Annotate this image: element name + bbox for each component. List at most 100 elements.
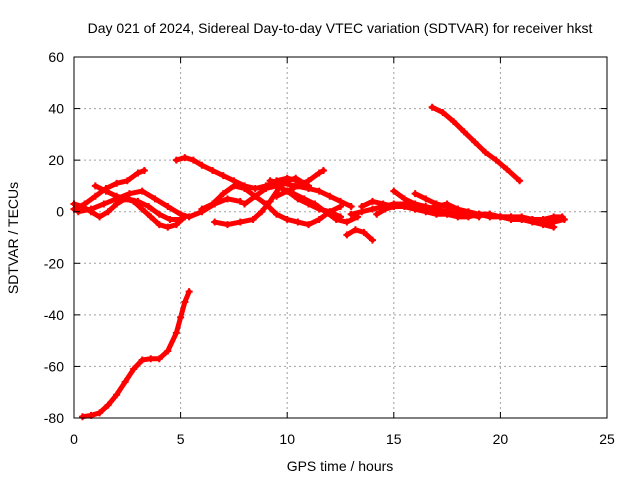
- data-point: [322, 208, 330, 216]
- x-tick-label: 10: [279, 431, 295, 447]
- data-point: [100, 200, 108, 208]
- data-point: [390, 187, 398, 195]
- data-point: [381, 205, 389, 213]
- y-tick-label: 0: [56, 204, 64, 220]
- data-point: [209, 200, 217, 208]
- data-point: [492, 156, 500, 164]
- data-point: [262, 200, 270, 208]
- x-tick-label: 15: [386, 431, 402, 447]
- data-point: [315, 215, 323, 223]
- series-arc-i: [273, 166, 327, 200]
- ticks: 0 5 10 15 20 25 -80 -60 -40 -20 0 20 40 60: [44, 49, 615, 447]
- data-point: [351, 226, 359, 234]
- data-point: [241, 200, 249, 208]
- data-point: [305, 177, 313, 185]
- data-point: [400, 195, 408, 203]
- data-point: [96, 213, 104, 221]
- data-point: [422, 195, 430, 203]
- data-point: [337, 197, 344, 205]
- data-point: [113, 192, 121, 200]
- data-point: [258, 208, 266, 216]
- data-point: [305, 185, 313, 193]
- data-point: [283, 215, 291, 223]
- series-arc-b: [70, 166, 148, 213]
- data-point: [140, 166, 148, 174]
- series-arc-high-right: [428, 103, 524, 185]
- data-point: [87, 205, 95, 213]
- data-point: [138, 187, 146, 195]
- grid: [74, 57, 607, 418]
- data-point: [486, 210, 494, 218]
- data-point: [81, 200, 89, 208]
- x-tick-label: 0: [70, 431, 78, 447]
- data-point: [102, 187, 110, 195]
- data-point: [496, 213, 504, 221]
- data-point: [507, 215, 515, 223]
- data-point: [292, 174, 300, 182]
- series-arc-o: [411, 190, 558, 231]
- data-point: [172, 329, 180, 337]
- data-point: [211, 218, 219, 226]
- series-arc-d: [91, 182, 185, 223]
- data-point: [172, 221, 180, 229]
- data-point: [439, 108, 447, 116]
- data-point: [294, 218, 302, 226]
- data-point: [147, 213, 155, 221]
- data-point: [443, 203, 451, 211]
- data-point: [198, 205, 206, 213]
- data-point: [449, 117, 457, 125]
- data-point: [373, 210, 381, 218]
- data-point: [251, 192, 259, 200]
- series-line: [80, 289, 192, 420]
- data-point: [460, 128, 468, 136]
- series-line: [344, 227, 375, 243]
- y-tick-label: 40: [48, 101, 64, 117]
- data-point: [236, 218, 244, 226]
- data-point: [249, 215, 257, 223]
- data-point: [164, 223, 172, 231]
- data-point: [138, 356, 146, 364]
- x-tick-label: 20: [493, 431, 509, 447]
- data-point: [123, 195, 131, 203]
- data-point: [266, 197, 274, 205]
- data-point: [464, 213, 472, 221]
- data-point: [164, 203, 172, 211]
- data-point: [138, 205, 146, 213]
- data-point: [130, 365, 138, 373]
- data-point: [428, 103, 436, 111]
- data-point: [172, 156, 180, 164]
- data-point: [266, 177, 274, 185]
- data-point: [198, 161, 206, 169]
- data-point: [379, 200, 387, 208]
- data-point: [273, 192, 281, 200]
- data-point: [311, 200, 319, 208]
- data-point: [283, 187, 291, 195]
- data-point: [343, 218, 351, 226]
- data-point: [558, 213, 566, 221]
- data-point: [147, 355, 155, 363]
- data-point: [181, 154, 189, 162]
- y-axis-title: SDTVAR / TECUs: [5, 182, 21, 294]
- data-point: [294, 182, 302, 190]
- data-point: [300, 195, 308, 203]
- data-point: [343, 231, 351, 239]
- y-tick-label: -20: [44, 255, 64, 271]
- data-point: [104, 401, 112, 409]
- data-point: [539, 221, 547, 229]
- data-point: [347, 210, 355, 218]
- data-point: [121, 378, 129, 386]
- data-point: [123, 177, 131, 185]
- data-point: [145, 203, 153, 211]
- series-arc-h: [266, 177, 355, 211]
- data-point: [164, 347, 172, 355]
- data-point: [155, 221, 163, 229]
- data-point: [454, 205, 462, 213]
- data-point: [104, 208, 112, 216]
- data-point: [113, 179, 121, 187]
- data-point: [315, 169, 323, 177]
- data-point: [390, 203, 398, 211]
- data-point: [411, 205, 419, 213]
- data-point: [443, 210, 451, 218]
- series-line: [71, 167, 147, 212]
